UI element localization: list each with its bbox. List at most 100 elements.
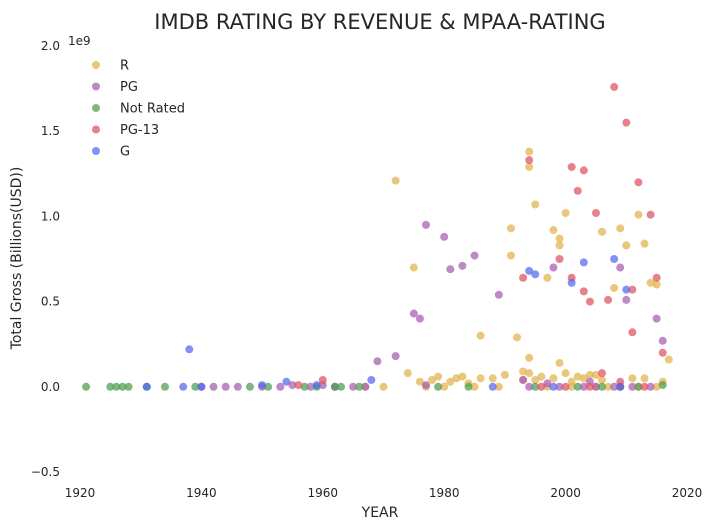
data-point <box>646 210 655 219</box>
data-point <box>525 353 534 362</box>
data-point <box>610 82 619 91</box>
data-point <box>476 374 485 383</box>
data-point <box>519 367 528 376</box>
data-point <box>591 370 600 379</box>
data-point <box>160 382 169 391</box>
data-point <box>519 375 528 384</box>
chart-title: IMDB RATING BY REVENUE & MPAA-RATING <box>154 10 605 34</box>
data-point <box>646 382 655 391</box>
data-point <box>628 285 637 294</box>
data-point <box>640 382 649 391</box>
data-point <box>294 381 303 390</box>
data-point <box>525 382 534 391</box>
data-point <box>233 382 242 391</box>
data-point <box>373 357 382 366</box>
data-point <box>610 382 619 391</box>
data-point <box>434 382 443 391</box>
data-point <box>209 382 218 391</box>
data-point <box>264 382 273 391</box>
data-point <box>579 382 588 391</box>
data-point <box>622 241 631 250</box>
data-point <box>591 208 600 217</box>
data-point <box>604 295 613 304</box>
data-point <box>531 382 540 391</box>
data-point <box>440 232 449 241</box>
legend-label: R <box>120 59 129 74</box>
data-point <box>598 369 607 378</box>
data-point <box>610 255 619 263</box>
data-point <box>591 382 600 391</box>
data-point <box>361 382 370 391</box>
y-tick-label: −0.5 <box>31 465 60 479</box>
data-point <box>191 382 200 391</box>
data-point <box>525 156 534 165</box>
y-axis-label: Total Gross (Billions(USD)) <box>9 167 25 351</box>
legend-item: PG <box>92 80 138 95</box>
data-point <box>142 382 151 391</box>
data-point <box>519 273 528 282</box>
data-point <box>306 382 315 391</box>
data-point <box>221 382 230 391</box>
data-point <box>579 374 588 383</box>
data-point <box>337 382 346 391</box>
data-point <box>421 220 430 229</box>
data-point <box>579 166 588 175</box>
legend-label: G <box>120 145 130 160</box>
legend-label: PG-13 <box>120 123 159 138</box>
data-point <box>585 297 594 306</box>
data-point <box>598 382 607 391</box>
x-tick-label: 1960 <box>308 486 339 500</box>
data-point <box>506 251 515 260</box>
legend-marker <box>92 82 100 91</box>
data-point <box>634 210 643 219</box>
data-point <box>525 369 534 378</box>
data-point <box>585 382 594 391</box>
data-point <box>415 377 424 386</box>
data-point <box>567 162 576 171</box>
y-tick-label: 2.0 <box>41 39 60 53</box>
data-point <box>561 369 570 378</box>
data-point <box>555 241 564 250</box>
data-point <box>525 147 534 156</box>
data-point <box>652 273 661 282</box>
data-point <box>197 382 206 391</box>
data-point <box>349 382 358 391</box>
data-points <box>82 82 673 391</box>
data-point <box>525 162 534 171</box>
data-point <box>573 186 582 195</box>
x-tick-label: 2020 <box>672 486 703 500</box>
data-point <box>616 224 625 233</box>
data-point <box>434 372 443 381</box>
data-point <box>446 377 455 386</box>
legend: R PG Not Rated PG-13 G <box>92 59 185 160</box>
data-point <box>367 375 376 384</box>
data-point <box>598 375 607 384</box>
legend-item: G <box>92 145 130 160</box>
data-point <box>446 265 455 274</box>
data-point <box>567 278 576 287</box>
data-point <box>634 382 643 391</box>
data-point <box>610 283 619 292</box>
data-point <box>458 372 467 381</box>
data-point <box>124 382 133 391</box>
data-point <box>525 266 534 275</box>
data-point <box>391 176 400 185</box>
data-point <box>470 251 479 260</box>
data-point <box>549 226 558 235</box>
data-point <box>658 348 667 357</box>
data-point <box>555 255 564 263</box>
data-point <box>549 382 558 391</box>
data-point <box>440 382 449 391</box>
y-axis-offset-text: 1e9 <box>68 34 91 48</box>
data-point <box>506 224 515 233</box>
data-point <box>476 331 485 340</box>
data-point <box>245 382 254 391</box>
data-point <box>112 382 121 391</box>
data-point <box>531 270 540 279</box>
y-tick-label: 0.5 <box>41 295 60 309</box>
data-point <box>282 377 291 386</box>
data-point <box>652 314 661 323</box>
x-tick-label: 1980 <box>429 486 460 500</box>
